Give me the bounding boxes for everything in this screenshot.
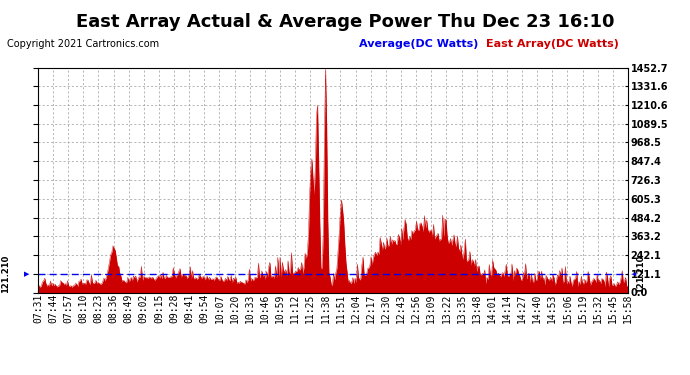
- Text: Copyright 2021 Cartronics.com: Copyright 2021 Cartronics.com: [7, 39, 159, 50]
- Text: ▶: ▶: [23, 271, 29, 277]
- Text: East Array(DC Watts): East Array(DC Watts): [486, 39, 620, 50]
- Text: East Array Actual & Average Power Thu Dec 23 16:10: East Array Actual & Average Power Thu De…: [76, 13, 614, 31]
- Text: ◄: ◄: [631, 271, 636, 277]
- Text: Average(DC Watts): Average(DC Watts): [359, 39, 478, 50]
- Text: 121.210: 121.210: [1, 255, 10, 293]
- Text: 121.210: 121.210: [635, 255, 645, 293]
